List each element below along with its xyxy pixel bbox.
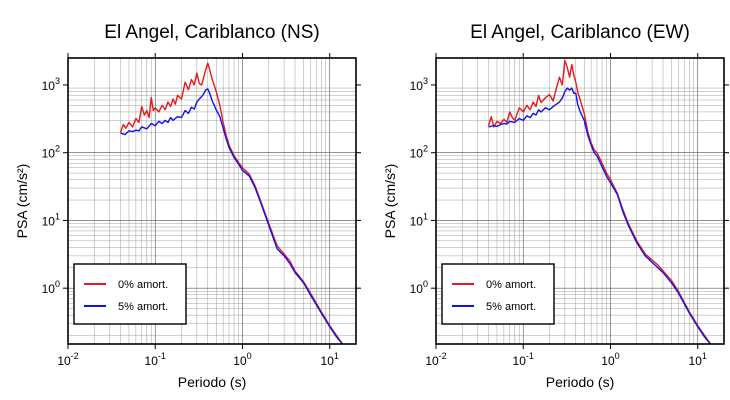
grid [67, 58, 357, 344]
legend-box [73, 263, 187, 325]
x-tick-label: 100 [601, 351, 619, 368]
legend-label-0: 0% amort. [118, 279, 168, 291]
x-tick-label: 101 [321, 351, 339, 368]
legend-label-1: 5% amort. [118, 301, 168, 313]
legend: 0% amort. 5% amort. [441, 263, 555, 325]
axis-ticks: 10-2 10-1 100 101 100 101 102 103 [410, 53, 729, 368]
x-tick-label: 101 [689, 351, 707, 368]
x-tick-label: 10-2 [425, 351, 446, 368]
chart-title: El Angel, Cariblanco (EW) [470, 22, 690, 43]
y-axis-label: PSA (cm/s²) [382, 164, 398, 239]
x-axis-label: Periodo (s) [546, 374, 614, 390]
series-line-1 [120, 88, 344, 345]
chart-title: El Angel, Cariblanco (NS) [104, 22, 319, 43]
chart-panel-0: 10-2 10-1 100 101 100 101 102 103 El Angel, Cari… [14, 22, 361, 390]
legend-box [441, 263, 555, 325]
x-tick-label: 10-1 [513, 351, 534, 368]
y-axis-label: PSA (cm/s²) [14, 164, 30, 239]
legend-label-0: 0% amort. [486, 279, 536, 291]
y-tick-label: 101 [42, 211, 60, 228]
plot-frame [435, 57, 725, 345]
y-tick-label: 100 [410, 279, 428, 296]
x-axis-label: Periodo (s) [178, 374, 246, 390]
x-tick-label: 10-1 [145, 351, 166, 368]
chart-panel-1: 10-2 10-1 100 101 100 101 102 103 El Angel, Cari… [382, 22, 729, 390]
series-line-0 [119, 62, 344, 345]
y-tick-label: 103 [410, 76, 428, 93]
x-tick-label: 100 [233, 351, 251, 368]
series-line-0 [487, 59, 712, 345]
y-tick-label: 101 [410, 211, 428, 228]
y-tick-label: 100 [42, 279, 60, 296]
y-tick-label: 102 [410, 144, 428, 161]
axis-ticks: 10-2 10-1 100 101 100 101 102 103 [42, 53, 361, 368]
legend-label-1: 5% amort. [486, 301, 536, 313]
x-tick-label: 10-2 [57, 351, 78, 368]
series-line-1 [488, 87, 712, 345]
legend: 0% amort. 5% amort. [73, 263, 187, 325]
y-tick-label: 102 [42, 144, 60, 161]
y-tick-label: 103 [42, 76, 60, 93]
plot-frame [67, 57, 357, 345]
